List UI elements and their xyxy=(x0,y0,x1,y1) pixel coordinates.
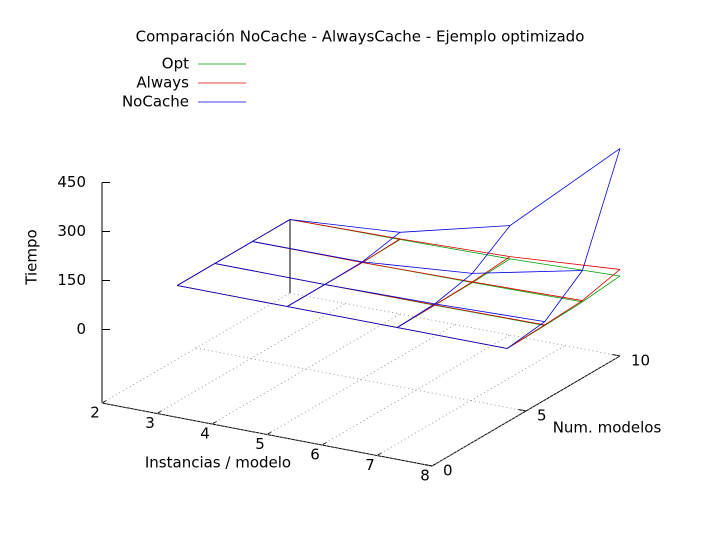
surface-mesh-line xyxy=(396,225,511,328)
grid-line xyxy=(156,303,346,414)
z-axis-label: Tiempo xyxy=(23,229,41,285)
grid-line xyxy=(321,334,511,446)
x-tick-label: 8 xyxy=(420,467,430,485)
x-axis-label: Instancias / modelo xyxy=(145,454,291,472)
x-tick-label: 4 xyxy=(200,425,210,443)
surface-mesh-line xyxy=(286,232,401,307)
y-tick-label: 0 xyxy=(443,462,453,480)
legend-label: NoCache xyxy=(122,93,189,111)
grid-line xyxy=(266,324,456,435)
surface-mesh-line xyxy=(289,148,621,233)
legend-label: Opt xyxy=(162,55,189,73)
y-tick-label: 5 xyxy=(537,407,547,425)
surface-mesh-line xyxy=(396,256,511,328)
z-tick-label: 300 xyxy=(57,222,86,240)
x-tick-label: 5 xyxy=(255,435,265,453)
x-tick-label: 6 xyxy=(310,446,320,464)
grid-line xyxy=(376,345,566,456)
legend-label: Always xyxy=(136,74,189,92)
surface-mesh-line xyxy=(506,148,621,349)
surface-mesh-line xyxy=(252,241,583,274)
z-tick-label: 150 xyxy=(57,271,86,289)
z-tick-label: 450 xyxy=(57,173,86,191)
surface-mesh-line xyxy=(506,269,621,349)
z-tick-label: 0 xyxy=(76,320,86,338)
surface-mesh-line xyxy=(176,219,291,286)
grid-line xyxy=(211,313,401,425)
surface-mesh-line xyxy=(289,219,621,270)
surface-mesh-line xyxy=(214,263,545,322)
x-tick-label: 2 xyxy=(90,404,100,422)
x-tick-label: 7 xyxy=(365,456,375,474)
x-tick-label: 3 xyxy=(145,414,155,432)
y-tick-label: 10 xyxy=(631,352,650,370)
surface-mesh-line xyxy=(177,285,508,349)
chart-title: Comparación NoCache - AlwaysCache - Ejem… xyxy=(136,28,585,46)
y-axis-label: Num. modelos xyxy=(553,419,662,437)
